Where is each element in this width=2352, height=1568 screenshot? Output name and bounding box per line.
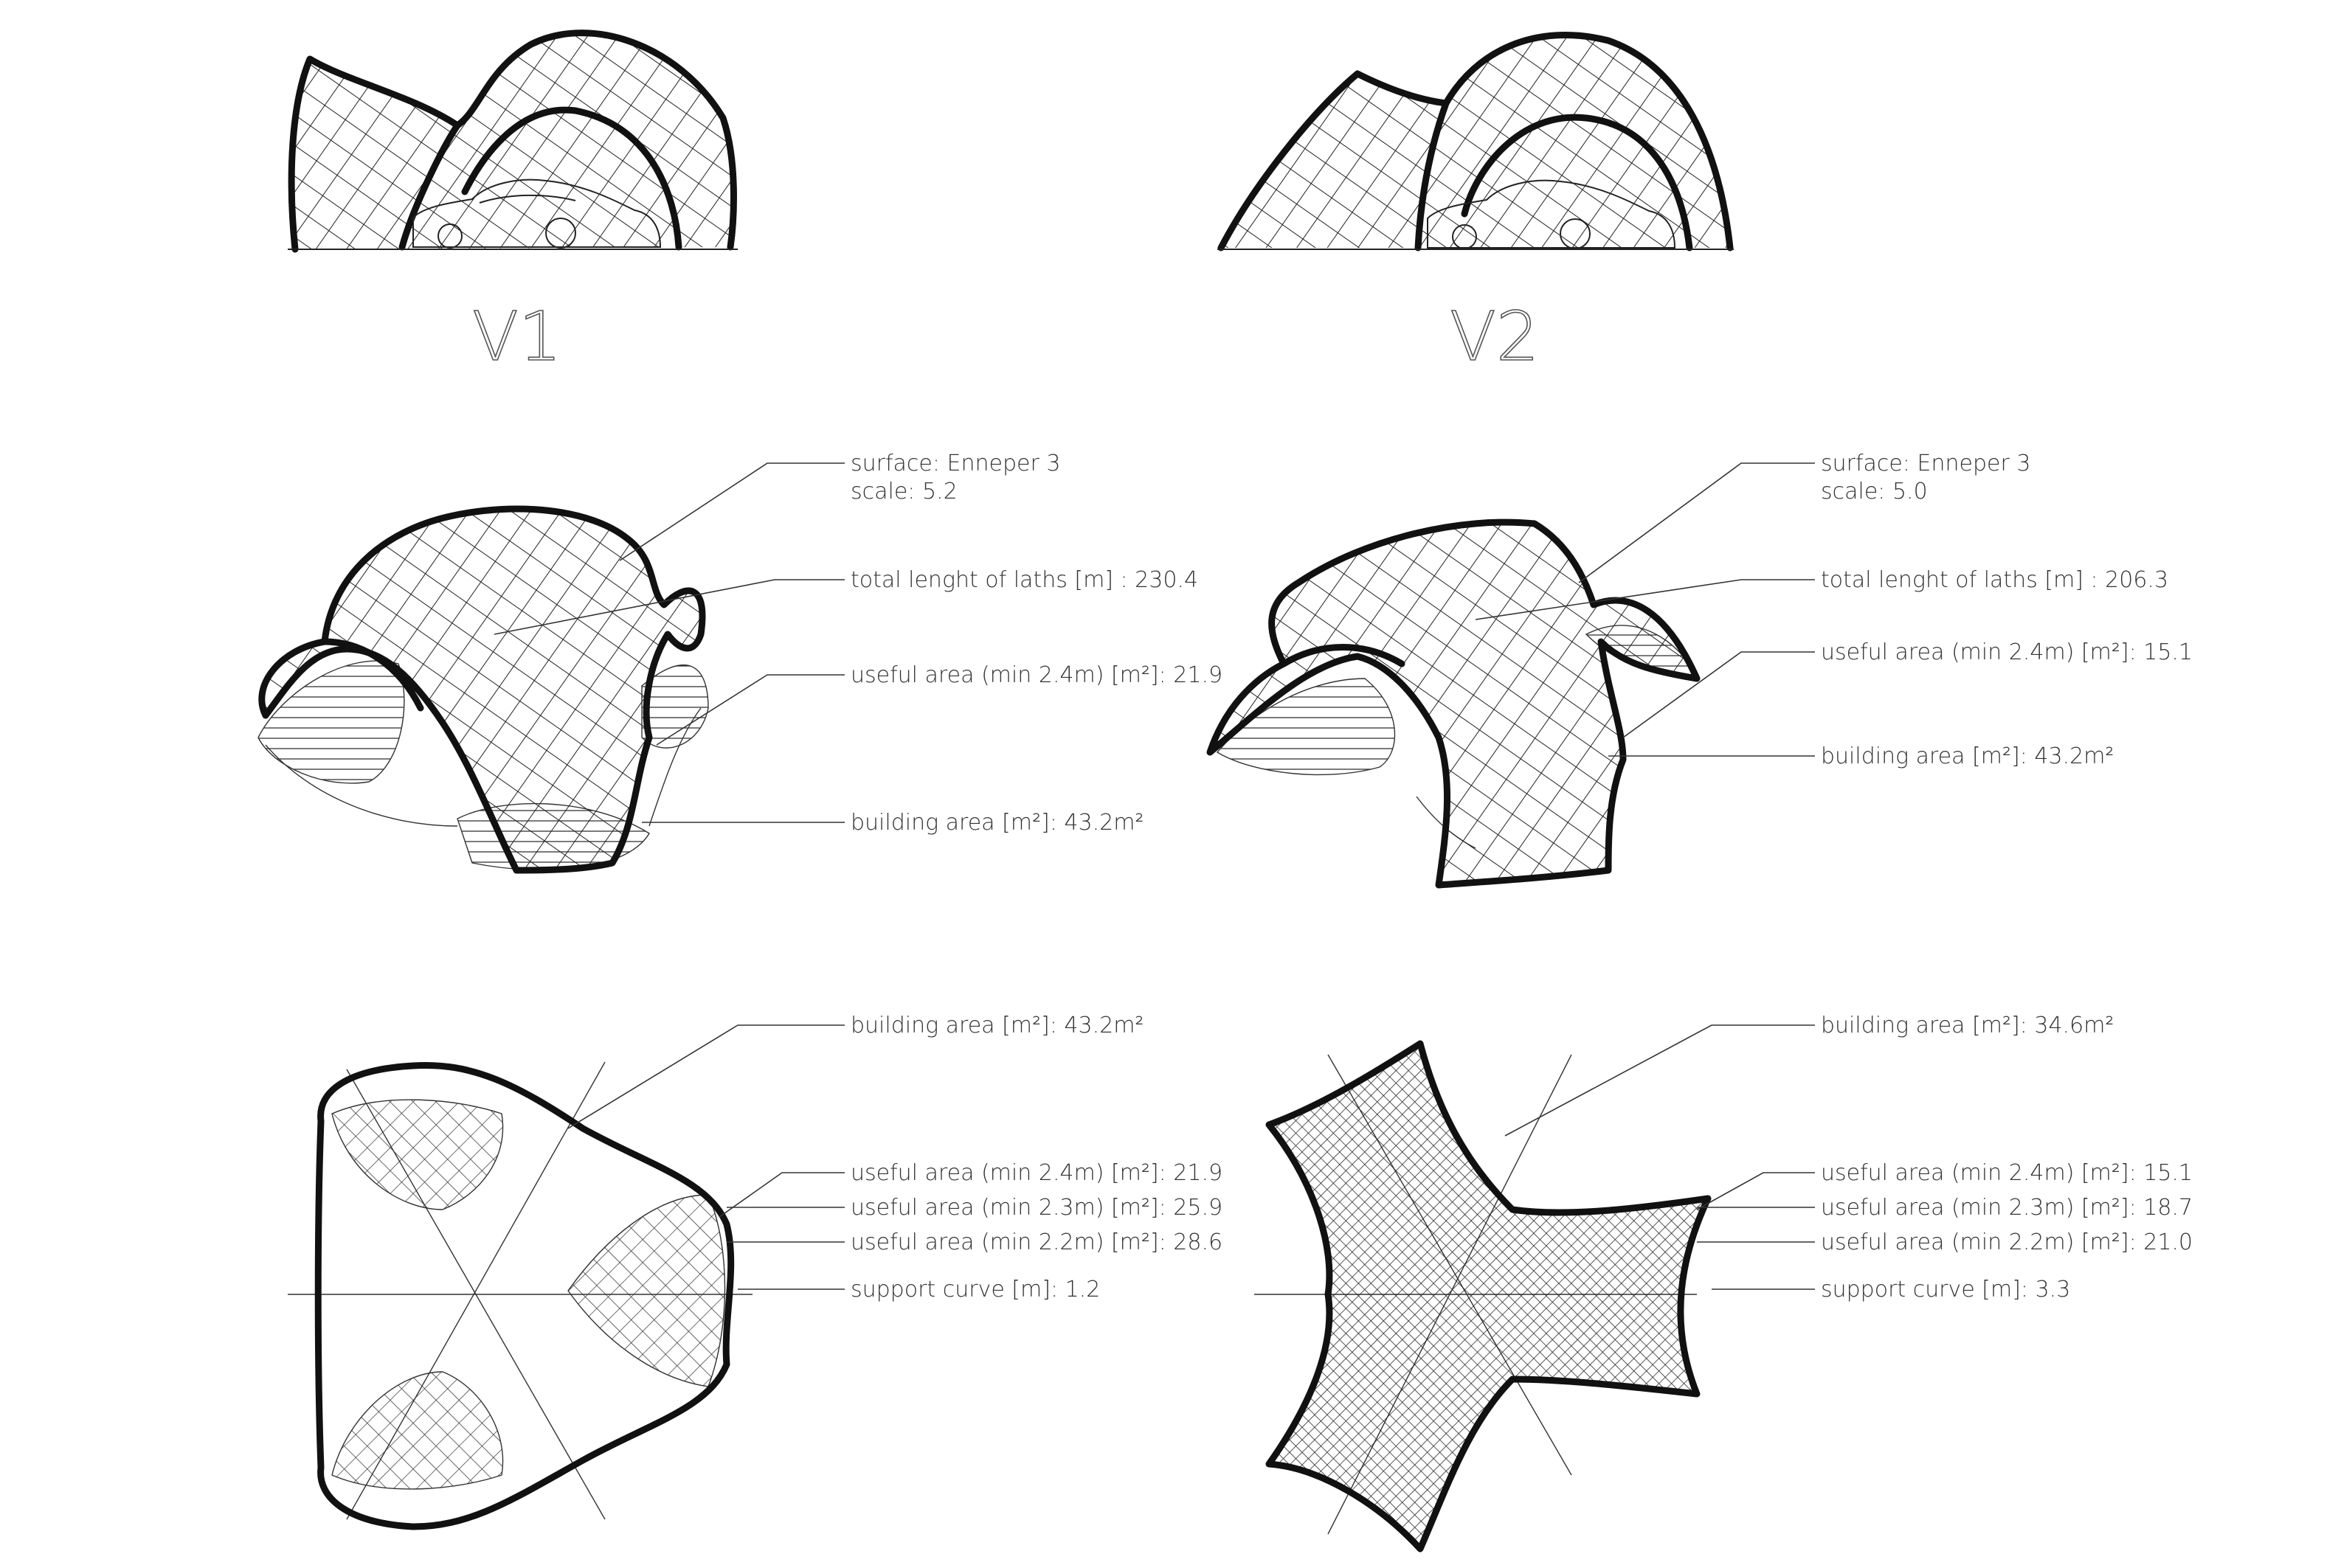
- leader-lines: [494, 462, 1815, 1290]
- v1-plan-useful-23-label: useful area (min 2.3m) [m²]: 25.9: [851, 1195, 1222, 1221]
- v2-plan-useful-22-label: useful area (min 2.2m) [m²]: 21.0: [1821, 1229, 2193, 1255]
- v1-perspective: [257, 505, 709, 874]
- v2-building-label: building area [m²]: 43.2m²: [1821, 743, 2114, 769]
- v1-title: V1: [472, 297, 561, 376]
- v2-perspective-labels: surface: Enneper 3 scale: 5.0 total leng…: [1821, 451, 2193, 769]
- v1-plan-useful-22-label: useful area (min 2.2m) [m²]: 28.6: [851, 1229, 1222, 1255]
- v2-plan-labels: building area [m²]: 34.6m² useful area (…: [1821, 1013, 2193, 1302]
- v2-title: V2: [1450, 297, 1539, 376]
- v1-plan-useful-24-label: useful area (min 2.4m) [m²]: 21.9: [851, 1160, 1222, 1186]
- v2-plan-useful-24-label: useful area (min 2.4m) [m²]: 15.1: [1821, 1160, 2193, 1186]
- v2-plan-support-label: support curve [m]: 3.3: [1821, 1277, 2070, 1302]
- v1-useful-label: useful area (min 2.4m) [m²]: 21.9: [851, 662, 1222, 688]
- v2-elevation: [1217, 32, 1734, 251]
- v2-useful-label: useful area (min 2.4m) [m²]: 15.1: [1821, 639, 2193, 665]
- v1-plan-labels: building area [m²]: 43.2m² useful area (…: [851, 1013, 1222, 1302]
- v2-surface-label: surface: Enneper 3: [1821, 451, 2030, 476]
- car-drawing-icon: [412, 178, 662, 249]
- v1-scale-label: scale: 5.2: [851, 479, 958, 504]
- v1-elevation: [288, 30, 738, 253]
- v1-laths-label: total lenght of laths [m] : 230.4: [851, 567, 1198, 593]
- v1-surface-label: surface: Enneper 3: [851, 451, 1060, 476]
- v2-plan-useful-23-label: useful area (min 2.3m) [m²]: 18.7: [1821, 1195, 2193, 1221]
- v2-laths-label: total lenght of laths [m] : 206.3: [1821, 567, 2168, 593]
- v1-plan-building-label: building area [m²]: 43.2m²: [851, 1013, 1144, 1038]
- v2-perspective: [1206, 518, 1701, 889]
- v2-plan: [1254, 1040, 1712, 1553]
- v2-scale-label: scale: 5.0: [1821, 479, 1928, 504]
- v2-plan-building-label: building area [m²]: 34.6m²: [1821, 1013, 2114, 1038]
- v1-plan-support-label: support curve [m]: 1.2: [851, 1277, 1100, 1302]
- v1-building-label: building area [m²]: 43.2m²: [851, 810, 1144, 836]
- v1-plan: [288, 1061, 753, 1530]
- v1-perspective-labels: surface: Enneper 3 scale: 5.2 total leng…: [851, 451, 1222, 836]
